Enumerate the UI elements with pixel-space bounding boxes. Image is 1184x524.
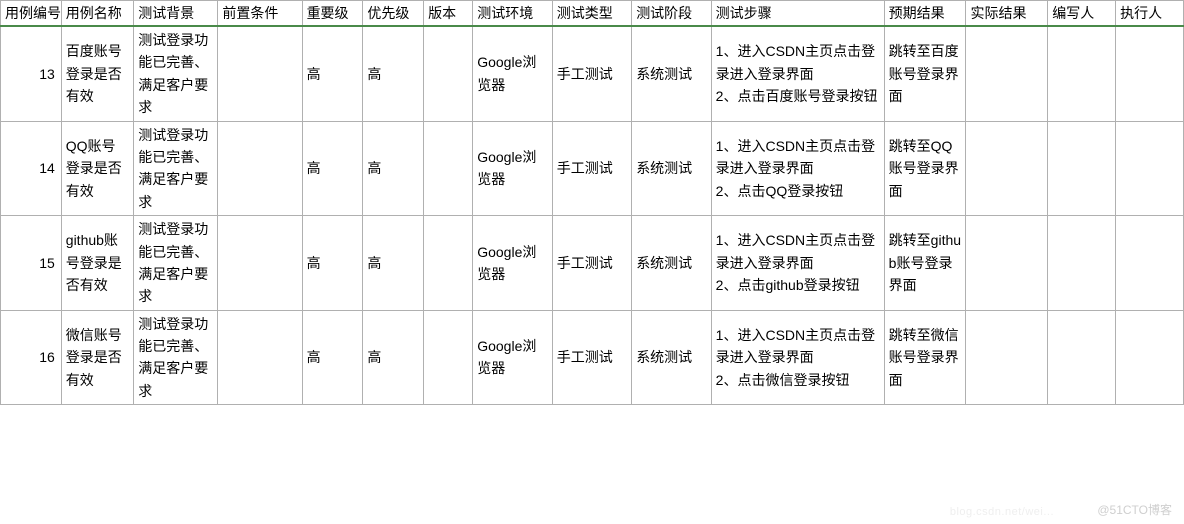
column-header: 优先级: [363, 1, 424, 27]
cell-priority: 高: [363, 121, 424, 216]
cell-steps: 1、进入CSDN主页点击登录进入登录界面2、点击github登录按钮: [711, 216, 884, 311]
cell-steps: 1、进入CSDN主页点击登录进入登录界面2、点击微信登录按钮: [711, 310, 884, 405]
cell-priority: 高: [363, 26, 424, 121]
table-header: 用例编号用例名称测试背景前置条件重要级优先级版本测试环境测试类型测试阶段测试步骤…: [1, 1, 1184, 27]
cell-version: [424, 310, 473, 405]
cell-pre: [218, 310, 302, 405]
column-header: 编写人: [1048, 1, 1116, 27]
column-header: 用例名称: [61, 1, 133, 27]
cell-env: Google浏览器: [473, 26, 552, 121]
cell-bg: 测试登录功能已完善、满足客户要求: [134, 121, 218, 216]
cell-id: 13: [1, 26, 62, 121]
column-header: 测试类型: [552, 1, 631, 27]
column-header: 实际结果: [966, 1, 1048, 27]
cell-priority: 高: [363, 216, 424, 311]
table-row: 15github账号登录是否有效测试登录功能已完善、满足客户要求高高Google…: [1, 216, 1184, 311]
cell-executor: [1116, 121, 1184, 216]
column-header: 测试阶段: [632, 1, 711, 27]
cell-version: [424, 26, 473, 121]
cell-author: [1048, 121, 1116, 216]
cell-pre: [218, 216, 302, 311]
table-row: 13百度账号登录是否有效测试登录功能已完善、满足客户要求高高Google浏览器手…: [1, 26, 1184, 121]
cell-expected: 跳转至百度账号登录界面: [884, 26, 966, 121]
cell-phase: 系统测试: [632, 310, 711, 405]
cell-expected: 跳转至QQ账号登录界面: [884, 121, 966, 216]
cell-bg: 测试登录功能已完善、满足客户要求: [134, 26, 218, 121]
watermark-faint: blog.csdn.net/wei...: [950, 506, 1054, 518]
column-header: 预期结果: [884, 1, 966, 27]
column-header: 版本: [424, 1, 473, 27]
cell-pre: [218, 26, 302, 121]
cell-author: [1048, 26, 1116, 121]
cell-executor: [1116, 26, 1184, 121]
cell-importance: 高: [302, 26, 363, 121]
cell-pre: [218, 121, 302, 216]
table-row: 14QQ账号登录是否有效测试登录功能已完善、满足客户要求高高Google浏览器手…: [1, 121, 1184, 216]
cell-name: github账号登录是否有效: [61, 216, 133, 311]
cell-testType: 手工测试: [552, 216, 631, 311]
cell-actual: [966, 216, 1048, 311]
cell-author: [1048, 216, 1116, 311]
cell-expected: 跳转至github账号登录界面: [884, 216, 966, 311]
column-header: 用例编号: [1, 1, 62, 27]
cell-id: 14: [1, 121, 62, 216]
cell-phase: 系统测试: [632, 121, 711, 216]
table-body: 13百度账号登录是否有效测试登录功能已完善、满足客户要求高高Google浏览器手…: [1, 26, 1184, 405]
cell-bg: 测试登录功能已完善、满足客户要求: [134, 216, 218, 311]
column-header: 执行人: [1116, 1, 1184, 27]
column-header: 前置条件: [218, 1, 302, 27]
cell-phase: 系统测试: [632, 216, 711, 311]
cell-testType: 手工测试: [552, 26, 631, 121]
cell-name: 百度账号登录是否有效: [61, 26, 133, 121]
cell-executor: [1116, 216, 1184, 311]
cell-env: Google浏览器: [473, 310, 552, 405]
test-case-table: 用例编号用例名称测试背景前置条件重要级优先级版本测试环境测试类型测试阶段测试步骤…: [0, 0, 1184, 405]
watermark: @51CTO博客: [1097, 501, 1172, 518]
column-header: 测试背景: [134, 1, 218, 27]
cell-name: 微信账号登录是否有效: [61, 310, 133, 405]
cell-actual: [966, 310, 1048, 405]
cell-testType: 手工测试: [552, 310, 631, 405]
column-header: 测试步骤: [711, 1, 884, 27]
cell-actual: [966, 121, 1048, 216]
cell-executor: [1116, 310, 1184, 405]
cell-id: 16: [1, 310, 62, 405]
cell-version: [424, 121, 473, 216]
cell-actual: [966, 26, 1048, 121]
cell-expected: 跳转至微信账号登录界面: [884, 310, 966, 405]
cell-steps: 1、进入CSDN主页点击登录进入登录界面2、点击QQ登录按钮: [711, 121, 884, 216]
cell-id: 15: [1, 216, 62, 311]
cell-name: QQ账号登录是否有效: [61, 121, 133, 216]
column-header: 重要级: [302, 1, 363, 27]
column-header: 测试环境: [473, 1, 552, 27]
table-row: 16微信账号登录是否有效测试登录功能已完善、满足客户要求高高Google浏览器手…: [1, 310, 1184, 405]
cell-importance: 高: [302, 121, 363, 216]
cell-version: [424, 216, 473, 311]
cell-importance: 高: [302, 216, 363, 311]
cell-priority: 高: [363, 310, 424, 405]
cell-author: [1048, 310, 1116, 405]
cell-steps: 1、进入CSDN主页点击登录进入登录界面2、点击百度账号登录按钮: [711, 26, 884, 121]
cell-env: Google浏览器: [473, 216, 552, 311]
cell-env: Google浏览器: [473, 121, 552, 216]
cell-importance: 高: [302, 310, 363, 405]
cell-testType: 手工测试: [552, 121, 631, 216]
cell-phase: 系统测试: [632, 26, 711, 121]
cell-bg: 测试登录功能已完善、满足客户要求: [134, 310, 218, 405]
